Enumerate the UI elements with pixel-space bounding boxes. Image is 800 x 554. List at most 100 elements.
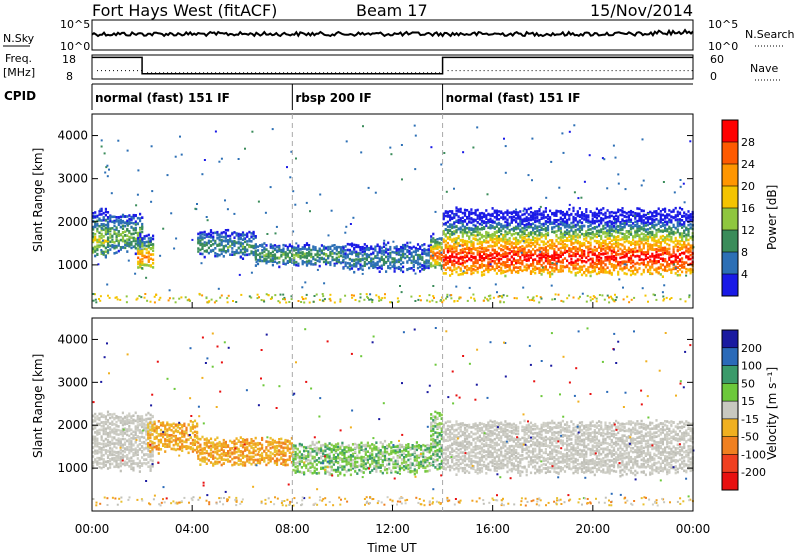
heatmap-cell [466,268,469,272]
heatmap-cell [492,221,495,223]
heatmap-cell [578,229,581,232]
heatmap-cell [544,207,547,210]
heatmap-cell [257,200,260,203]
heatmap-cell [292,230,295,233]
heatmap-cell [104,229,107,232]
heatmap-cell [461,255,464,259]
heatmap-cell [115,236,118,240]
heatmap-cell [244,246,247,249]
heatmap-cell [661,263,664,267]
heatmap-cell [113,228,116,232]
heatmap-cell [139,264,142,268]
heatmap-cell [466,251,469,255]
heatmap-cell [646,223,650,227]
heatmap-cell [517,242,520,245]
heatmap-cell [212,238,215,242]
heatmap-cell [99,295,102,298]
heatmap-cell [573,124,576,127]
heatmap-cell [408,249,411,253]
heatmap-cell [208,300,211,303]
heatmap-cell [109,219,112,223]
heatmap-cell [459,221,462,225]
heatmap-cell [515,226,518,230]
heatmap-cell [115,416,118,420]
heatmap-cell [593,215,596,218]
heatmap-cell [521,213,524,217]
heatmap-cell [239,233,242,237]
heatmap-cell [612,224,616,228]
heatmap-cell [491,226,494,229]
heatmap-cell [94,449,97,453]
heatmap-cell [463,231,467,235]
heatmap-cell [126,228,129,231]
heatmap-cell [544,250,547,254]
heatmap-cell [107,236,110,239]
colorbar-tick-label: 4 [741,268,748,281]
heatmap-cell [604,221,607,225]
heatmap-cell [487,233,490,237]
heatmap-cell [591,212,594,215]
heatmap-cell [476,238,479,242]
heatmap-cell [540,256,543,260]
heatmap-cell [636,233,639,236]
heatmap-cell [640,226,643,229]
heatmap-cell [546,252,550,255]
heatmap-cell [472,227,475,231]
heatmap-cell [472,218,475,221]
heatmap-cell [574,273,577,277]
heatmap-cell [640,220,643,223]
heatmap-cell [627,248,630,251]
heatmap-cell [496,291,498,294]
heatmap-cell [145,240,148,244]
heatmap-cell [425,262,428,265]
heatmap-cell [353,259,356,263]
heatmap-cell [463,225,467,229]
heatmap-cell [640,222,643,225]
heatmap-cell [433,296,435,299]
heatmap-cell [104,463,107,467]
heatmap-cell [617,270,620,274]
heatmap-cell [459,207,462,211]
heatmap-cell [681,257,684,260]
heatmap-cell [254,255,257,259]
heatmap-cell [489,297,492,300]
heatmap-cell [485,249,488,253]
heatmap-cell [557,225,560,228]
heatmap-cell [226,297,229,300]
heatmap-cell [455,270,458,274]
heatmap-cell [674,215,677,219]
heatmap-cell [651,246,654,249]
heatmap-cell [617,246,620,249]
heatmap-cell [572,232,575,235]
heatmap-cell [580,224,584,228]
heatmap-cell [615,211,618,215]
heatmap-cell [566,210,569,214]
heatmap-cell [532,228,535,232]
heatmap-cell [158,298,161,301]
heatmap-cell [625,235,628,238]
heatmap-cell [593,296,596,299]
heatmap-cell [333,262,336,266]
heatmap-cell [199,231,202,234]
heatmap-cell [644,251,647,254]
heatmap-cell [241,231,245,234]
heatmap-cell [495,222,498,226]
heatmap-cell [387,248,390,251]
heatmap-cell [572,209,575,213]
heatmap-cell [109,416,112,420]
heatmap-cell [312,248,315,251]
heatmap-cell [615,230,618,234]
heatmap-cell [94,245,97,249]
heatmap-cell [619,224,622,227]
heatmap-cell [634,262,637,266]
heatmap-cell [121,237,125,241]
heatmap-cell [672,250,675,254]
heatmap-cell [497,237,501,240]
heatmap-cell [685,255,688,258]
heatmap-cell [275,225,278,228]
heatmap-cell [619,247,622,251]
heatmap-cell [553,230,556,234]
heatmap-cell [687,238,690,242]
heatmap-cell [143,235,146,238]
